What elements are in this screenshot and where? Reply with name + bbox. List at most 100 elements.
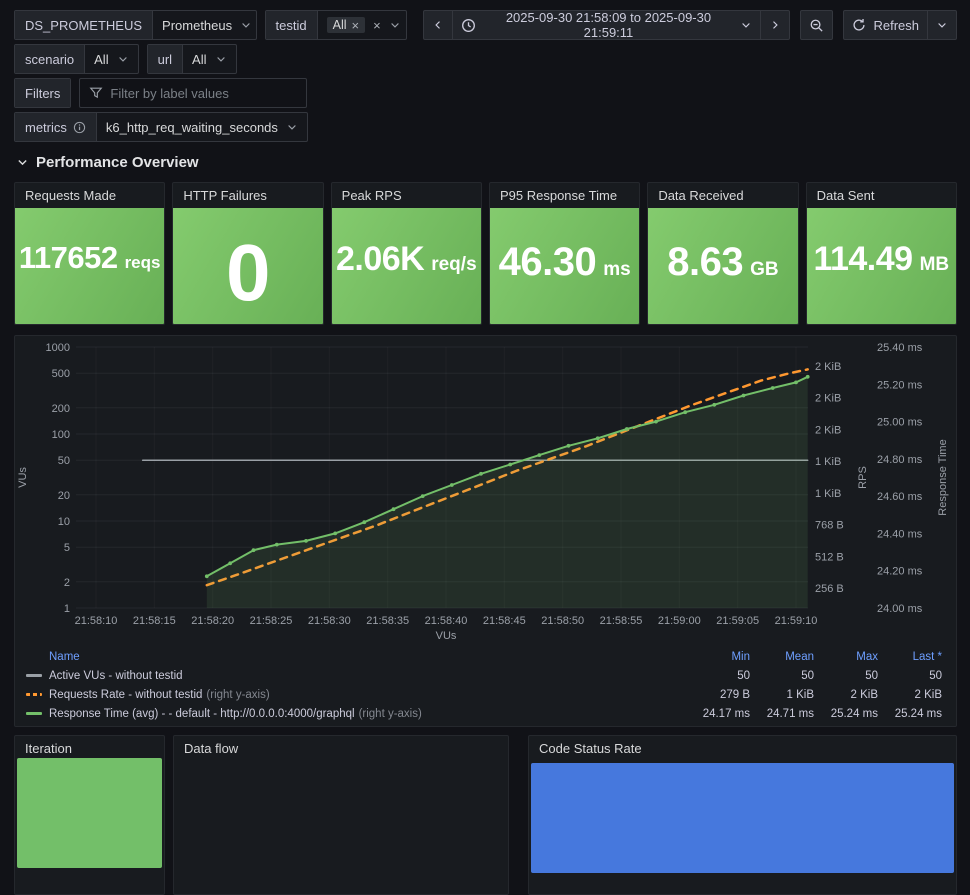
time-forward-button[interactable] — [760, 10, 791, 40]
refresh-label: Refresh — [873, 17, 919, 33]
stat-unit: reqs — [124, 253, 161, 272]
svg-text:1 KiB: 1 KiB — [815, 488, 841, 500]
legend-header-max[interactable]: Max — [856, 650, 878, 663]
stat-unit: MB — [919, 254, 950, 275]
panel-title: Code Status Rate — [539, 741, 642, 756]
series-min: 279 B — [719, 688, 750, 701]
svg-text:21:58:10: 21:58:10 — [75, 615, 118, 627]
chevron-left-icon — [435, 21, 441, 29]
series-min: 50 — [737, 669, 750, 682]
collapse-chevron-icon — [18, 159, 27, 165]
svg-text:21:58:30: 21:58:30 — [308, 615, 351, 627]
legend-header-last[interactable]: Last * — [912, 650, 942, 663]
datasource-value: Prometheus — [162, 17, 233, 33]
remove-value-icon[interactable]: × — [351, 17, 360, 33]
legend-row-requests-rate[interactable]: Requests Rate - without testid (right y-a… — [26, 685, 942, 704]
chevron-down-icon — [242, 23, 250, 28]
svg-text:25.00 ms: 25.00 ms — [877, 417, 923, 429]
series-line-icon — [26, 693, 42, 696]
stat-value-area: 2.06K req/s — [331, 208, 481, 324]
stat-panel-data-sent: Data Sent 114.49 MB — [805, 182, 957, 325]
timeseries-chart[interactable]: 1000 500 200 100 50 20 10 5 2 1 21:58:10 21:58:15 21… — [15, 336, 957, 642]
legend-row-response-time[interactable]: Response Time (avg) - - default - http:/… — [26, 704, 942, 723]
series-last: 25.24 ms — [894, 707, 942, 720]
stat-value: 8.63 — [667, 240, 744, 284]
panel-title: Data Received — [658, 188, 744, 203]
series-mean: 1 KiB — [786, 688, 815, 701]
series-mean: 24.71 ms — [766, 707, 814, 720]
panel-title: Peak RPS — [341, 188, 402, 203]
section-performance-overview[interactable]: Performance Overview — [16, 152, 957, 172]
svg-text:200: 200 — [52, 403, 70, 415]
svg-text:2 KiB: 2 KiB — [815, 361, 841, 373]
svg-text:1 KiB: 1 KiB — [815, 456, 841, 468]
metrics-picker: metrics k6_http_req_waiting_seconds — [14, 112, 308, 142]
datasource-select[interactable]: Prometheus — [153, 11, 256, 39]
series-name[interactable]: Requests Rate - without testid (right y-a… — [49, 689, 686, 701]
svg-text:768 B: 768 B — [815, 520, 844, 532]
svg-text:21:59:10: 21:59:10 — [775, 615, 818, 627]
series-name[interactable]: Active VUs - without testid — [49, 670, 686, 682]
legend-row-active-vus[interactable]: Active VUs - without testid 50 50 50 50 — [26, 666, 942, 685]
stat-value-area: 0 — [173, 208, 323, 324]
testid-select[interactable]: All × × — [318, 11, 407, 39]
svg-text:25.20 ms: 25.20 ms — [877, 379, 923, 391]
filters-input[interactable] — [110, 85, 298, 101]
stat-panels-row: Requests Made 117652 reqs HTTP Failures … — [14, 182, 957, 325]
series-line-icon — [26, 712, 42, 715]
svg-text:256 B: 256 B — [815, 583, 844, 595]
series-axis-note: (right y-axis) — [358, 707, 422, 720]
timeseries-panel: 1000 500 200 100 50 20 10 5 2 1 21:58:10 21:58:15 21… — [14, 335, 957, 727]
stat-panel-http-failures: HTTP Failures 0 — [172, 182, 324, 325]
metrics-select[interactable]: k6_http_req_waiting_seconds — [97, 113, 307, 141]
zoom-out-icon — [811, 19, 824, 32]
svg-text:2: 2 — [64, 577, 70, 589]
svg-text:VUs: VUs — [436, 630, 457, 642]
testid-selected-value: All — [332, 18, 347, 32]
testid-selected-chip[interactable]: All × — [326, 17, 366, 33]
svg-text:21:58:55: 21:58:55 — [600, 615, 643, 627]
svg-text:24.60 ms: 24.60 ms — [877, 491, 923, 503]
refresh-button[interactable]: Refresh — [843, 10, 928, 40]
clock-icon — [462, 18, 476, 32]
scenario-select[interactable]: All — [85, 45, 137, 73]
svg-text:10: 10 — [58, 516, 70, 528]
svg-text:21:58:15: 21:58:15 — [133, 615, 176, 627]
url-picker: url All — [146, 44, 237, 74]
zoom-out-button[interactable] — [800, 10, 834, 40]
clear-all-icon[interactable]: × — [373, 17, 381, 33]
stat-value-area: 114.49 MB — [806, 208, 956, 324]
stat-panel-peak-rps: Peak RPS 2.06K req/s — [330, 182, 482, 325]
toolbar-row-1: DS_PROMETHEUS Prometheus testid All × × — [14, 10, 957, 40]
svg-text:512 B: 512 B — [815, 551, 844, 563]
datasource-picker: DS_PROMETHEUS Prometheus — [14, 10, 257, 40]
panel-data-flow: Data flow — [173, 735, 509, 895]
panel-title: Data Sent — [816, 188, 875, 203]
svg-text:24.80 ms: 24.80 ms — [877, 454, 923, 466]
time-range-picker[interactable]: 2025-09-30 21:58:09 to 2025-09-30 21:59:… — [452, 10, 762, 40]
series-name-text: Active VUs - without testid — [49, 669, 183, 682]
legend-header-min[interactable]: Min — [731, 650, 750, 663]
svg-text:1: 1 — [64, 603, 70, 615]
metrics-label: metrics — [15, 113, 97, 141]
svg-text:20: 20 — [58, 490, 70, 502]
refresh-interval-dropdown[interactable] — [927, 10, 957, 40]
refresh-controls: Refresh — [843, 10, 957, 40]
stat-value-area: 117652 reqs — [15, 208, 165, 324]
chevron-down-icon — [118, 57, 127, 62]
series-max: 50 — [865, 669, 878, 682]
svg-text:24.00 ms: 24.00 ms — [877, 603, 923, 615]
legend-header-name[interactable]: Name — [49, 650, 80, 663]
svg-text:24.20 ms: 24.20 ms — [877, 566, 923, 578]
filters-input-box — [79, 78, 308, 108]
svg-text:VUs: VUs — [17, 467, 29, 488]
svg-text:21:59:05: 21:59:05 — [716, 615, 759, 627]
series-mean: 50 — [801, 669, 814, 682]
chevron-down-icon — [390, 23, 399, 28]
legend-header-mean[interactable]: Mean — [785, 650, 814, 663]
svg-text:Response Time: Response Time — [937, 439, 949, 515]
series-name[interactable]: Response Time (avg) - - default - http:/… — [49, 708, 686, 720]
url-select[interactable]: All — [183, 45, 235, 73]
time-back-button[interactable] — [423, 10, 454, 40]
url-label: url — [147, 45, 184, 73]
